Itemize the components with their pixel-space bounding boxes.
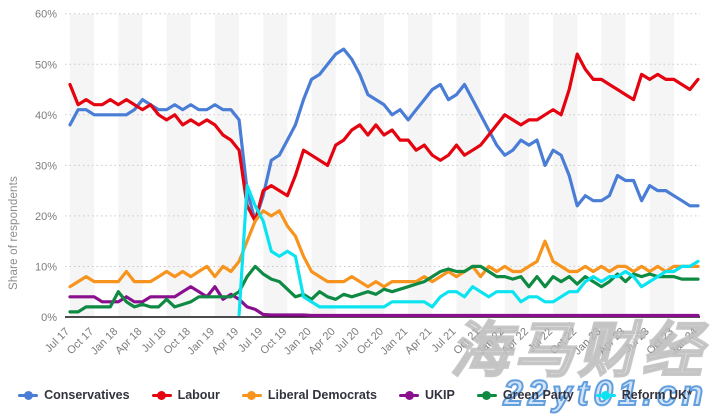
legend-item-liberal-democrats[interactable]: Liberal Democrats: [241, 388, 377, 402]
y-tick-label: 0%: [41, 312, 57, 324]
x-tick-label: Jan 22: [475, 326, 507, 358]
legend-marker: [241, 390, 262, 400]
x-tick-label: Jan 20: [282, 326, 314, 358]
x-tick-label: Jan 24: [668, 326, 700, 358]
series-line-ukip: [68, 285, 700, 318]
legend-label: Conservatives: [44, 388, 130, 402]
x-tick-label: Jan 19: [185, 326, 217, 358]
chart-legend: Conservatives Labour Liberal Democrats UKIP…: [0, 388, 710, 402]
x-tick-label: Jan 21: [378, 326, 410, 358]
legend-item-labour[interactable]: Labour: [151, 388, 220, 402]
y-tick-label: 50%: [35, 59, 57, 71]
quarter-band: [118, 14, 143, 317]
x-tick-label: Apr 20: [306, 326, 337, 357]
legend-item-green-party[interactable]: Green Party: [476, 388, 574, 402]
x-tick-label: Apr 18: [113, 326, 144, 357]
quarter-band: [70, 14, 95, 317]
series-line-conservatives: [68, 47, 700, 223]
y-tick-label: 30%: [35, 160, 57, 172]
y-axis-tick-labels: 0% 10% 20% 30% 40% 50% 60%: [35, 9, 57, 324]
legend-label: Green Party: [502, 388, 574, 402]
legend-label: Reform UK*: [621, 388, 692, 402]
x-tick-label: Apr 19: [210, 326, 241, 357]
y-tick-label: 10%: [35, 261, 57, 273]
y-tick-label: 40%: [35, 110, 57, 122]
x-tick-label: Apr 21: [403, 326, 434, 357]
legend-marker: [18, 390, 39, 400]
legend-item-reform-uk-[interactable]: Reform UK*: [595, 388, 692, 402]
series-line-green-party: [68, 264, 700, 314]
legend-item-ukip[interactable]: UKIP: [399, 388, 455, 402]
y-tick-label: 60%: [35, 9, 57, 21]
legend-marker: [595, 390, 616, 400]
legend-marker: [151, 390, 172, 400]
y-tick-label: 20%: [35, 211, 57, 223]
x-tick-label: Apr 23: [596, 326, 627, 357]
x-tick-label: Jan 18: [89, 326, 121, 358]
series-lines: [68, 47, 700, 318]
quarter-band: [263, 14, 288, 317]
legend-item-conservatives[interactable]: Conservatives: [18, 388, 130, 402]
legend-marker: [476, 390, 497, 400]
series-line-labour: [68, 52, 700, 223]
x-tick-label: Jan 23: [572, 326, 604, 358]
series-line-reform-uk-: [237, 184, 700, 317]
legend-label: UKIP: [425, 388, 455, 402]
legend-marker: [399, 390, 419, 400]
quarter-band: [649, 14, 674, 317]
legend-label: Liberal Democrats: [267, 388, 377, 402]
x-tick-label: Apr 22: [500, 326, 531, 357]
series-line-liberal-democrats: [68, 209, 700, 289]
legend-label: Labour: [177, 388, 220, 402]
y-axis-title: Share of respondents: [8, 176, 20, 290]
